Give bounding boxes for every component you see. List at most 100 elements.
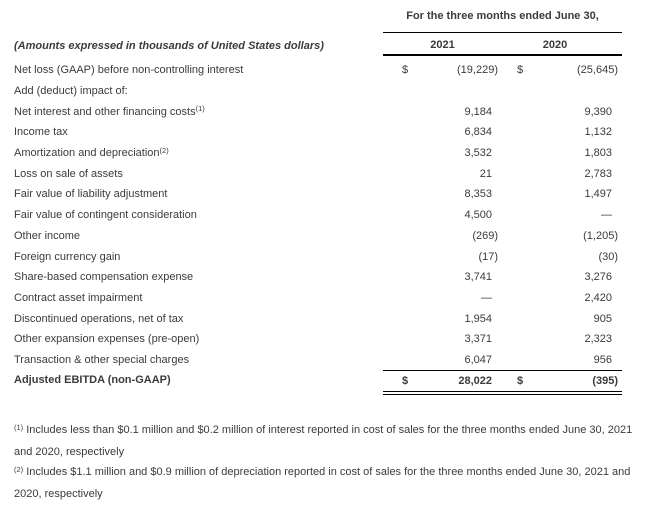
cell-value: 9,390: [584, 105, 612, 118]
value-cell: 3,741: [383, 271, 502, 283]
cell-value: (269): [472, 229, 498, 242]
value-cell: 8,353: [383, 188, 502, 200]
total-double-rule: [383, 391, 622, 396]
footnote-marker: (1): [14, 422, 24, 432]
row-label: Foreign currency gain: [14, 250, 121, 263]
table-row: Amortization and depreciation(2) 3,532 1,8…: [0, 143, 671, 164]
row-values: 6,834 1,132: [383, 126, 622, 138]
row-label: Other income: [14, 229, 81, 242]
value-cell: 1,132: [502, 126, 622, 138]
table-row: Transaction & other special charges 6,047…: [0, 350, 671, 371]
cell-value: 2,323: [584, 333, 612, 346]
table-row: Fair value of contingent consideration 4,…: [0, 205, 671, 226]
cell-value: 1,132: [584, 126, 612, 139]
cell-value: (395): [592, 374, 618, 387]
value-cell: 3,371: [383, 333, 502, 345]
cell-value: 6,047: [464, 353, 492, 366]
cell-value: 6,834: [464, 126, 492, 139]
row-values: 4,500 —: [383, 209, 622, 221]
footnote: (1) Includes less than $0.1 million and …: [14, 420, 659, 462]
table-row: Contract asset impairment — 2,420: [0, 288, 671, 309]
row-label: Fair value of liability adjustment: [14, 188, 168, 201]
row-label: Add (deduct) impact of:: [14, 85, 128, 98]
cell-value: (30): [598, 250, 618, 263]
value-cell: 1,803: [502, 147, 622, 159]
cell-value: (19,229): [457, 64, 498, 77]
row-values: 1,954 905: [383, 313, 622, 325]
cell-value: 1,954: [464, 312, 492, 325]
row-values: 9,184 9,390: [383, 106, 622, 118]
value-cell: —: [502, 209, 622, 221]
cell-value: 1,803: [584, 147, 612, 160]
cell-value: 905: [593, 312, 612, 325]
cell-value: 2,420: [584, 291, 612, 304]
footnote-line: and 2020, respectively: [14, 445, 125, 458]
cell-value: —: [601, 209, 612, 222]
dollar-sign: $: [402, 64, 409, 77]
table-row: Net loss (GAAP) before non-controlling i…: [0, 60, 671, 81]
value-cell: 21: [383, 168, 502, 180]
table-header: For the three months ended June 30, 2021…: [0, 0, 671, 57]
footnote-marker: (2): [159, 145, 169, 155]
table-row: Fair value of liability adjustment 8,353 1…: [0, 184, 671, 205]
row-values: (269) (1,205): [383, 230, 622, 242]
row-values: 3,741 3,276: [383, 271, 622, 283]
value-cell: 3,532: [383, 147, 502, 159]
cell-value: 1,497: [584, 188, 612, 201]
row-values: 3,371 2,323: [383, 333, 622, 345]
row-label: Contract asset impairment: [14, 291, 143, 304]
row-label: Net loss (GAAP) before non-controlling i…: [14, 64, 244, 77]
value-cell: (269): [383, 230, 502, 242]
dollar-sign: $: [402, 374, 409, 387]
value-cell: 1,497: [502, 188, 622, 200]
row-values: 3,532 1,803: [383, 147, 622, 159]
row-label: Loss on sale of assets: [14, 167, 123, 180]
cell-value: 3,276: [584, 271, 612, 284]
value-cell: 2,420: [502, 292, 622, 304]
value-cell: 6,047: [383, 354, 502, 366]
row-label: Income tax: [14, 126, 68, 139]
row-label: Amortization and depreciation(2): [14, 145, 169, 160]
column-header-2020: 2020: [542, 39, 568, 51]
period-header: For the three months ended June 30,: [406, 10, 599, 22]
table-rows: Net loss (GAAP) before non-controlling i…: [0, 60, 671, 390]
footnotes: (1) Includes less than $0.1 million and …: [14, 420, 659, 504]
value-cell: (17): [383, 251, 502, 263]
footnote-marker: (2): [14, 464, 24, 474]
cell-value: (1,205): [583, 229, 618, 242]
row-values: 21 2,783: [383, 168, 622, 180]
cell-value: 3,371: [464, 333, 492, 346]
amounts-note: (Amounts expressed in thousands of Unite…: [14, 40, 324, 52]
footnote-line: 2020, respectively: [14, 487, 103, 500]
row-values: — 2,420: [383, 292, 622, 304]
footnote-line: (1) Includes less than $0.1 million and …: [14, 422, 633, 437]
row-label: Discontinued operations, net of tax: [14, 312, 184, 325]
cell-value: 8,353: [464, 188, 492, 201]
row-values: $28,022 $ (395): [383, 370, 622, 390]
cell-value: 9,184: [464, 105, 492, 118]
cell-value: 3,532: [464, 147, 492, 160]
value-cell: 9,184: [383, 106, 502, 118]
dollar-sign: $: [517, 374, 524, 387]
dollar-sign: $: [517, 64, 524, 77]
value-cell: $ (19,229): [383, 64, 502, 76]
cell-value: 21: [479, 167, 492, 180]
value-cell: 9,390: [502, 106, 622, 118]
row-label: Share-based compensation expense: [14, 271, 194, 284]
footnote-line: (2) Includes $1.1 million and $0.9 milli…: [14, 464, 631, 479]
value-cell: 905: [502, 313, 622, 325]
value-cell: $ (395): [502, 375, 622, 387]
row-label: Other expansion expenses (pre-open): [14, 333, 200, 346]
value-cell: 1,954: [383, 313, 502, 325]
cell-value: 2,783: [584, 167, 612, 180]
value-cell: —: [383, 292, 502, 304]
row-label: Transaction & other special charges: [14, 353, 190, 366]
row-values: 8,353 1,497: [383, 188, 622, 200]
value-cell: $28,022: [383, 375, 502, 387]
cell-value: (17): [478, 250, 498, 263]
header-top-rule: [383, 32, 622, 33]
value-cell: 6,834: [383, 126, 502, 138]
value-cell: 956: [502, 354, 622, 366]
value-cell: 2,783: [502, 168, 622, 180]
